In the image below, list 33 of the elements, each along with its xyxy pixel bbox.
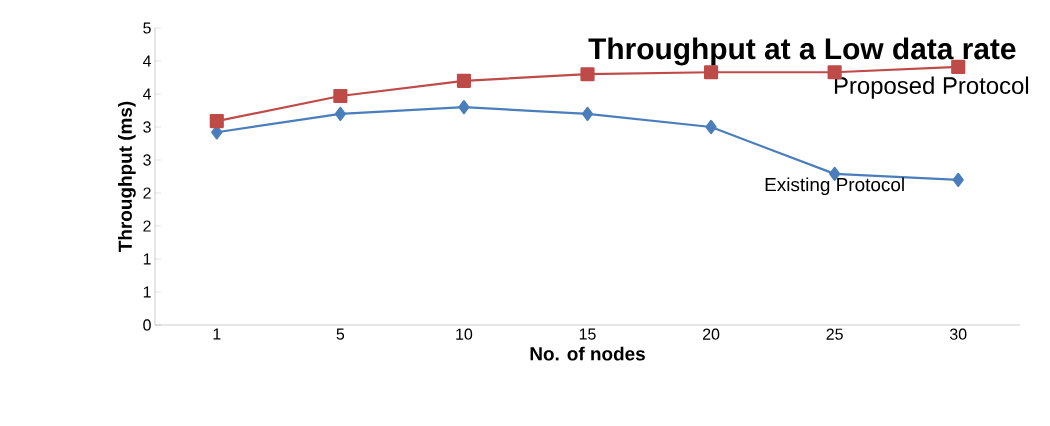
point — [704, 65, 719, 80]
point — [458, 100, 470, 115]
series-label: Proposed Protocol — [834, 76, 1029, 99]
y-tick-label: 3 — [143, 121, 151, 133]
x-tick-label: 1 — [213, 328, 221, 340]
x-tick-label: 20 — [703, 328, 720, 340]
point — [581, 106, 594, 121]
x-tick-label: 25 — [826, 328, 843, 340]
y-tick-label: 2 — [143, 187, 151, 199]
series-label: Existing Protocol — [765, 177, 904, 196]
x-tick-label: 15 — [579, 328, 596, 340]
chart-title: Throughput at a Low data rate — [588, 37, 1016, 66]
y-tick-label: 5 — [143, 22, 151, 34]
point — [580, 67, 595, 82]
x-tick-label: 30 — [949, 328, 967, 340]
y-tick-label: 2 — [143, 220, 151, 232]
point — [952, 172, 964, 187]
point — [951, 59, 966, 75]
y-axis-title: Throughput (ms) — [118, 101, 136, 252]
point — [334, 106, 346, 121]
x-tick-label: 10 — [456, 328, 473, 340]
x-axis-title: No. of nodes — [530, 346, 645, 361]
point — [456, 73, 472, 88]
x-tick-label: 5 — [336, 328, 345, 340]
y-tick-label: 1 — [143, 253, 151, 265]
y-tick-label: 4 — [142, 55, 152, 67]
point — [705, 119, 717, 135]
y-tick-label: 4 — [142, 88, 152, 100]
y-tick-label: 3 — [143, 154, 151, 166]
point — [209, 113, 224, 129]
y-tick-label: 1 — [143, 286, 151, 298]
point — [333, 88, 348, 104]
y-tick-label: 0 — [143, 319, 151, 331]
